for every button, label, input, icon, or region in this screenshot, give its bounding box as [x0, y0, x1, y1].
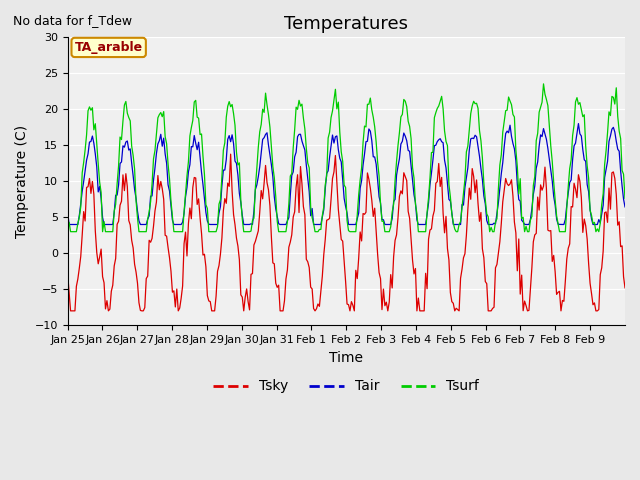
Tair	[620, 196, 627, 202]
Tair	[575, 120, 582, 126]
Text: No data for f_Tdew: No data for f_Tdew	[13, 14, 132, 27]
Tsurf	[84, 108, 92, 114]
Tair	[545, 156, 553, 162]
Tsurf	[352, 229, 360, 235]
Tsky	[621, 285, 629, 291]
Text: TA_arable: TA_arable	[75, 41, 143, 54]
Line: Tsurf: Tsurf	[68, 84, 625, 232]
Title: Temperatures: Temperatures	[284, 15, 408, 33]
Tsky	[547, 228, 555, 233]
Tsurf	[540, 81, 547, 87]
Y-axis label: Temperature (C): Temperature (C)	[15, 125, 29, 238]
Tsky	[464, 207, 472, 213]
Tsurf	[463, 149, 470, 155]
Tsurf	[547, 143, 555, 149]
Tsky	[67, 308, 74, 314]
Tair	[65, 222, 73, 228]
Legend: Tsky, Tair, Tsurf: Tsky, Tair, Tsurf	[208, 374, 484, 399]
Tsky	[102, 306, 109, 312]
Tsky	[353, 276, 361, 281]
Tsurf	[102, 229, 109, 235]
Tair	[102, 222, 109, 228]
Line: Tair: Tair	[68, 123, 625, 225]
Tsky	[84, 184, 92, 190]
Tsurf	[67, 229, 74, 235]
Tair	[64, 210, 72, 216]
Tsurf	[64, 220, 72, 226]
Tsurf	[621, 195, 629, 201]
Tair	[621, 204, 629, 210]
Tair	[84, 151, 92, 157]
Tsurf	[620, 171, 627, 177]
Tsky	[64, 271, 72, 276]
Tsky	[227, 151, 234, 157]
X-axis label: Time: Time	[330, 350, 364, 364]
Tair	[463, 175, 470, 180]
Tsky	[620, 274, 627, 279]
Line: Tsky: Tsky	[68, 154, 625, 311]
Tair	[352, 222, 360, 228]
